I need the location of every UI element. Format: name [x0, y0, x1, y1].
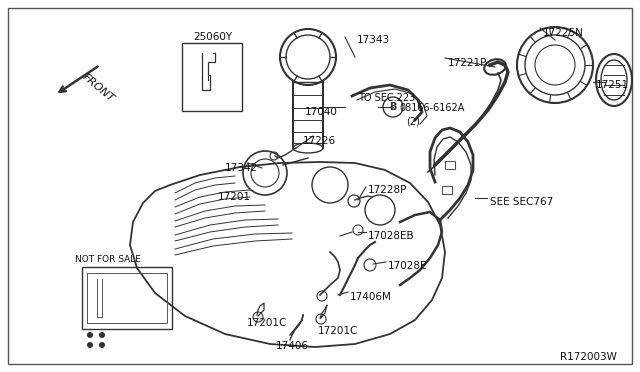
Bar: [445, 161, 455, 169]
Circle shape: [87, 342, 93, 348]
Bar: [82, 267, 172, 329]
Text: NOT FOR SALE: NOT FOR SALE: [75, 255, 141, 264]
Text: 25060Y: 25060Y: [193, 32, 232, 42]
Text: 17028E: 17028E: [388, 261, 428, 271]
Text: 17342: 17342: [225, 163, 258, 173]
Bar: [442, 186, 452, 194]
Text: SEE SEC767: SEE SEC767: [490, 197, 553, 207]
Text: 17201C: 17201C: [318, 326, 358, 336]
Text: 17406: 17406: [276, 341, 309, 351]
Text: 08166-6162A: 08166-6162A: [399, 103, 465, 113]
Text: 17228P: 17228P: [368, 185, 408, 195]
Text: 17226: 17226: [303, 136, 336, 146]
Text: 17221P: 17221P: [448, 58, 488, 68]
Circle shape: [99, 332, 105, 338]
Text: TO SEC.223: TO SEC.223: [358, 93, 415, 103]
Text: 17040: 17040: [305, 107, 338, 117]
Bar: [182, 43, 242, 111]
Text: 17251: 17251: [596, 80, 629, 90]
Text: (2): (2): [406, 116, 420, 126]
Circle shape: [99, 342, 105, 348]
Text: 17406M: 17406M: [350, 292, 392, 302]
Text: 17225N: 17225N: [543, 28, 584, 38]
Text: FRONT: FRONT: [80, 72, 116, 104]
Bar: [87, 273, 167, 323]
Text: 17028EB: 17028EB: [368, 231, 415, 241]
Text: 17201C: 17201C: [247, 318, 287, 328]
Text: R172003W: R172003W: [560, 352, 617, 362]
Text: 17343: 17343: [357, 35, 390, 45]
Text: B: B: [389, 102, 397, 112]
Circle shape: [87, 332, 93, 338]
Text: 17201: 17201: [218, 192, 251, 202]
